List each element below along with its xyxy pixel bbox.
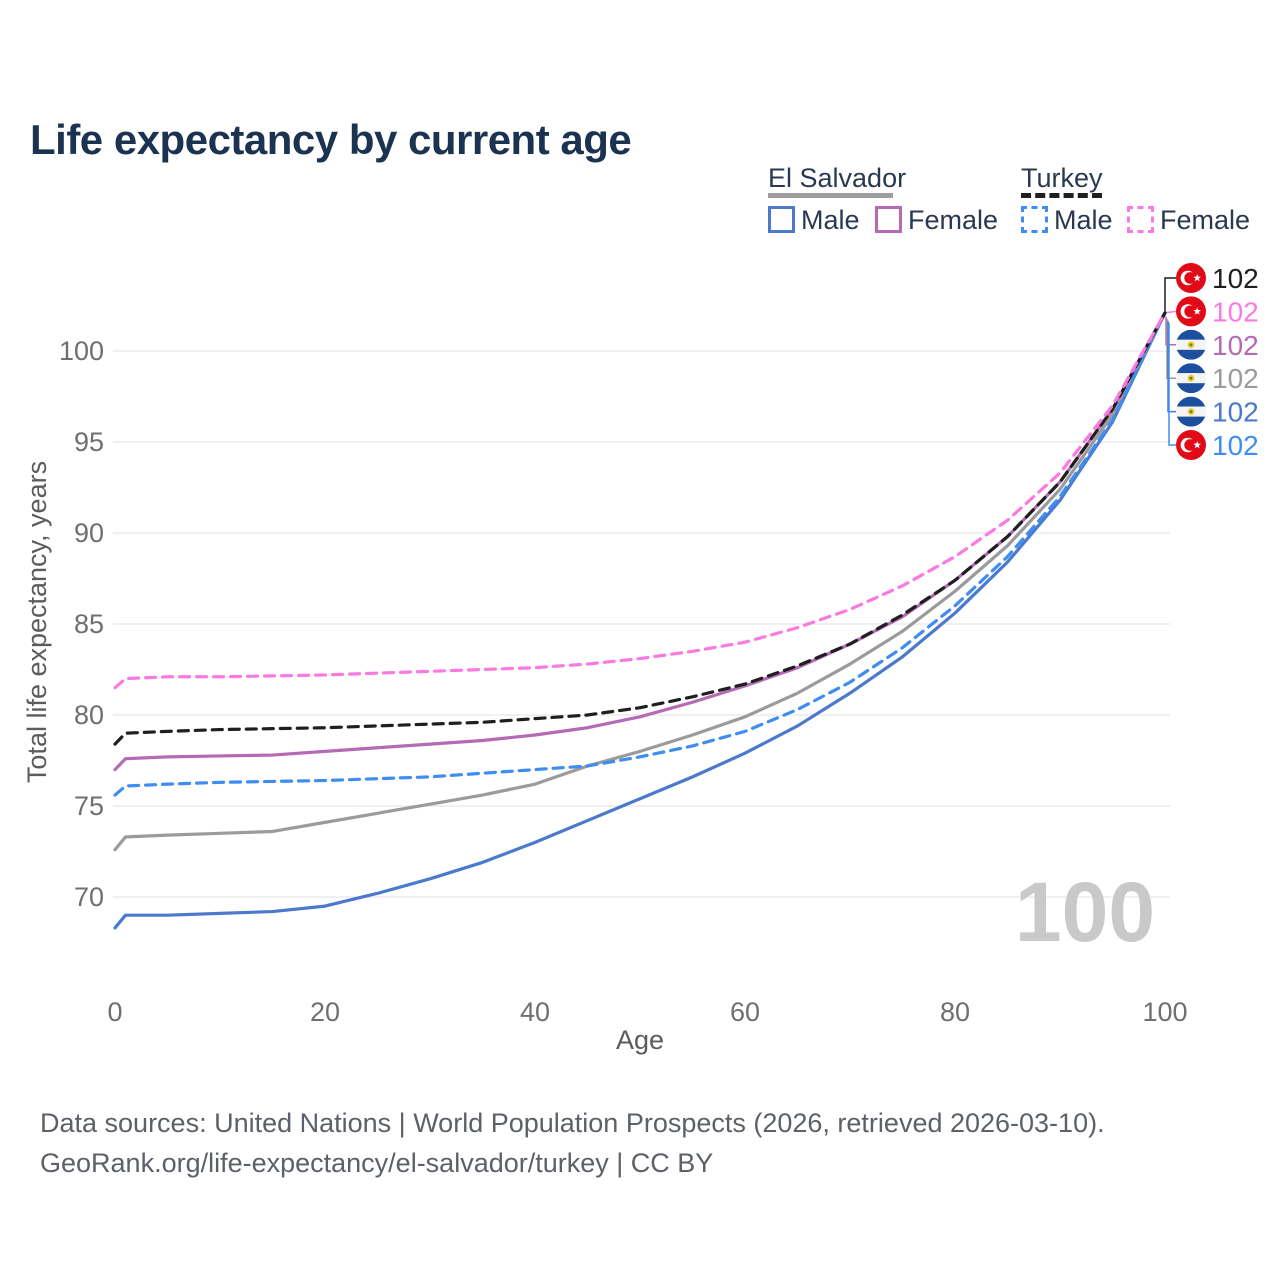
end-label-row-es-female: 102	[1176, 329, 1259, 361]
watermark-age-counter: 100	[1015, 865, 1155, 959]
end-value-label: 102	[1212, 330, 1259, 361]
end-label-row-tr-male: 102	[1176, 430, 1259, 461]
end-label-row-es-total: 102	[1176, 363, 1259, 394]
y-tick-label: 90	[74, 518, 104, 548]
end-label-row-tr-female: 102	[1176, 296, 1259, 327]
y-tick-label: 70	[74, 882, 104, 912]
series-line-tr-total	[113, 311, 1167, 746]
checkbox-turkey-female[interactable]	[1127, 206, 1154, 233]
stripe-blue-bottom	[1176, 416, 1206, 427]
star-icon	[1193, 307, 1201, 315]
legend-label-el-salvador-male[interactable]: Male	[801, 205, 860, 235]
star-icon	[1193, 274, 1201, 282]
series-line-es-female	[113, 311, 1167, 772]
end-label-connector	[1165, 316, 1176, 346]
el-salvador-solid-line-swatch	[768, 193, 893, 198]
x-tick-label: 40	[520, 997, 550, 1027]
y-tick-label: 80	[74, 700, 104, 730]
series-line-tr-female	[113, 311, 1167, 690]
x-tick-label: 100	[1142, 997, 1187, 1027]
end-label-row-tr-total: 102	[1176, 263, 1259, 294]
end-value-label: 102	[1212, 430, 1259, 461]
x-tick-label: 20	[310, 997, 340, 1027]
y-axis-title: Total life expectancy, years	[22, 461, 52, 783]
turkey-dashed-line-swatch	[1021, 193, 1102, 198]
stripe-blue-top	[1176, 329, 1206, 340]
el-salvador-flag-stripes	[1176, 396, 1206, 427]
el-salvador-flag-stripes	[1176, 329, 1206, 360]
flag-icon-el-salvador	[1176, 363, 1206, 394]
el-salvador-flag-stripes	[1176, 363, 1206, 394]
legend-label-turkey-female[interactable]: Female	[1160, 205, 1251, 235]
series-line-es-total	[113, 311, 1167, 852]
x-tick-label: 80	[940, 997, 970, 1027]
checkbox-turkey-male[interactable]	[1021, 206, 1048, 233]
x-tick-label: 0	[107, 997, 122, 1027]
x-tick-label: 60	[730, 997, 760, 1027]
flag-icon-turkey	[1176, 263, 1206, 293]
end-label-row-es-male: 102	[1176, 396, 1259, 428]
stripe-blue-top	[1176, 363, 1206, 374]
end-label-connector	[1164, 310, 1177, 314]
star-icon	[1193, 441, 1201, 449]
end-value-label: 102	[1212, 263, 1259, 294]
end-value-label: 102	[1212, 397, 1259, 428]
page-title: Life expectancy by current age	[30, 116, 632, 164]
attribution-link-line[interactable]: GeoRank.org/life-expectancy/el-salvador/…	[40, 1148, 714, 1178]
flag-icon-turkey	[1176, 296, 1206, 327]
series-line-es-male	[113, 311, 1167, 930]
coat-of-arms-center	[1189, 376, 1193, 380]
flag-icon-turkey	[1176, 430, 1206, 460]
end-value-label: 102	[1212, 296, 1259, 327]
data-source-line: Data sources: United Nations | World Pop…	[40, 1108, 1105, 1138]
end-label-connector	[1166, 318, 1176, 379]
y-tick-label: 75	[74, 791, 104, 821]
crescent-cutout	[1184, 272, 1197, 284]
checkbox-el-salvador-female[interactable]	[875, 206, 902, 233]
coat-of-arms-center	[1189, 343, 1193, 347]
flag-icon-el-salvador	[1176, 329, 1206, 360]
legend-label-turkey-male[interactable]: Male	[1054, 205, 1113, 235]
stripe-blue-bottom	[1176, 349, 1206, 360]
end-value-label: 102	[1212, 363, 1259, 394]
end-label-connector	[1168, 322, 1176, 446]
coat-of-arms-center	[1189, 410, 1193, 413]
y-tick-label: 85	[74, 609, 104, 639]
legend-group-turkey[interactable]: Turkey	[1021, 163, 1103, 193]
checkbox-el-salvador-male[interactable]	[768, 206, 795, 233]
y-tick-label: 95	[74, 427, 104, 457]
crescent-cutout	[1184, 439, 1197, 451]
legend: El Salvador Male Female Turkey Male Fema…	[0, 0, 1280, 250]
y-tick-label: 100	[59, 336, 104, 366]
legend-label-el-salvador-female[interactable]: Female	[908, 205, 999, 235]
stripe-blue-bottom	[1176, 383, 1206, 394]
end-label-connector	[1164, 277, 1176, 313]
end-label-connector	[1167, 320, 1176, 413]
flag-icon-el-salvador	[1176, 396, 1206, 427]
crescent-cutout	[1184, 305, 1197, 318]
x-axis-title: Age	[616, 1025, 664, 1055]
legend-group-el-salvador[interactable]: El Salvador	[768, 163, 907, 193]
series-line-tr-male	[113, 311, 1167, 797]
stripe-blue-top	[1176, 396, 1206, 407]
